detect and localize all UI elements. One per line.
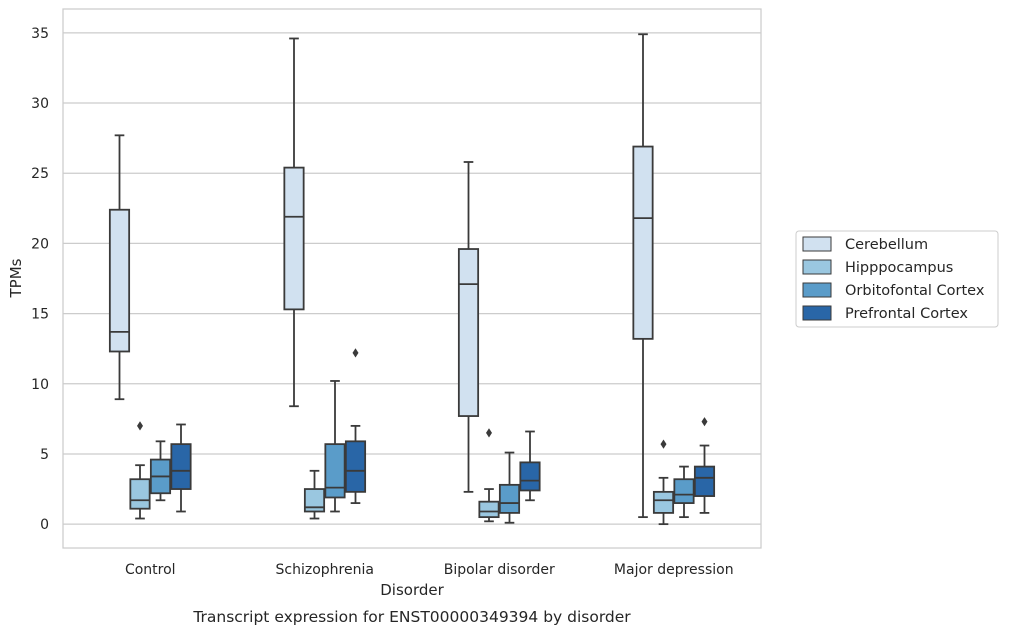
outlier-marker <box>486 428 492 438</box>
box-body <box>344 440 367 493</box>
chart-caption: Transcript expression for ENST0000034939… <box>192 608 631 626</box>
legend-label: Hipppocampus <box>845 260 953 276</box>
box-cerebellum <box>108 134 131 401</box>
y-tick-label: 0 <box>40 517 49 533</box>
legend-label: Orbitofontal Cortex <box>845 283 985 299</box>
box-cerebellum <box>457 161 480 493</box>
x-tick-label: Schizophrenia <box>276 562 374 578</box>
box-body <box>303 488 326 513</box>
box-orbitofontal-cortex <box>324 380 346 513</box>
box-body <box>129 478 151 510</box>
outlier-marker <box>352 348 359 358</box>
legend: Cerebellum Hipppocampus Orbitofontal Corte… <box>795 230 999 328</box>
box-hipppocampus <box>478 428 500 523</box>
box-body <box>457 248 480 417</box>
legend-swatch <box>802 282 832 298</box>
box-body <box>632 145 654 340</box>
box-hipppocampus <box>652 439 675 526</box>
boxes <box>108 33 716 526</box>
box-hipppocampus <box>303 469 326 520</box>
y-tick-label: 5 <box>40 447 49 463</box>
y-axis-label: TPMs <box>7 258 25 298</box>
legend-swatch <box>802 236 832 252</box>
box-body <box>652 490 675 514</box>
y-tick-label: 15 <box>31 307 49 323</box>
y-tick-label: 20 <box>31 236 49 252</box>
box-body <box>170 443 192 490</box>
outlier-marker <box>660 439 667 449</box>
box-cerebellum <box>283 37 305 408</box>
y-tick-label: 30 <box>31 96 49 112</box>
box-orbitofontal-cortex <box>149 440 172 502</box>
box-body <box>324 443 346 499</box>
plot-frame <box>62 8 762 549</box>
legend-label: Prefrontal Cortex <box>845 306 968 322</box>
box-orbitofontal-cortex <box>673 465 695 519</box>
box-body <box>108 208 131 353</box>
box-body <box>478 500 500 519</box>
box-body <box>673 478 695 504</box>
y-tick-label: 10 <box>31 377 49 393</box>
box-prefrontal-cortex <box>693 417 716 514</box>
x-tick-label: Major depression <box>614 562 734 578</box>
box-prefrontal-cortex <box>170 423 192 513</box>
box-prefrontal-cortex <box>519 430 541 502</box>
box-cerebellum <box>632 33 654 519</box>
box-prefrontal-cortex <box>344 348 367 504</box>
outlier-marker <box>137 421 143 431</box>
y-tick-label: 35 <box>31 26 49 42</box>
legend-label: Cerebellum <box>845 237 928 253</box>
box-body <box>693 465 716 497</box>
box-hipppocampus <box>129 421 151 520</box>
box-body <box>283 166 305 311</box>
legend-frame <box>795 230 999 328</box>
y-tick-label: 25 <box>31 166 49 182</box>
box-body <box>519 461 541 492</box>
legend-swatch <box>802 259 832 275</box>
legend-swatch <box>802 305 832 321</box>
outlier-marker <box>701 417 708 427</box>
box-orbitofontal-cortex <box>498 451 521 524</box>
y-ticks: 0 5 10 15 20 25 30 35 <box>31 26 49 533</box>
gridlines <box>63 32 761 525</box>
x-ticks: Control Schizophrenia Bipolar disorder Majo… <box>125 562 734 578</box>
x-axis-label: Disorder <box>380 581 444 599</box>
x-tick-label: Bipolar disorder <box>444 562 555 578</box>
box-body <box>498 483 521 514</box>
x-tick-label: Control <box>125 562 176 578</box>
